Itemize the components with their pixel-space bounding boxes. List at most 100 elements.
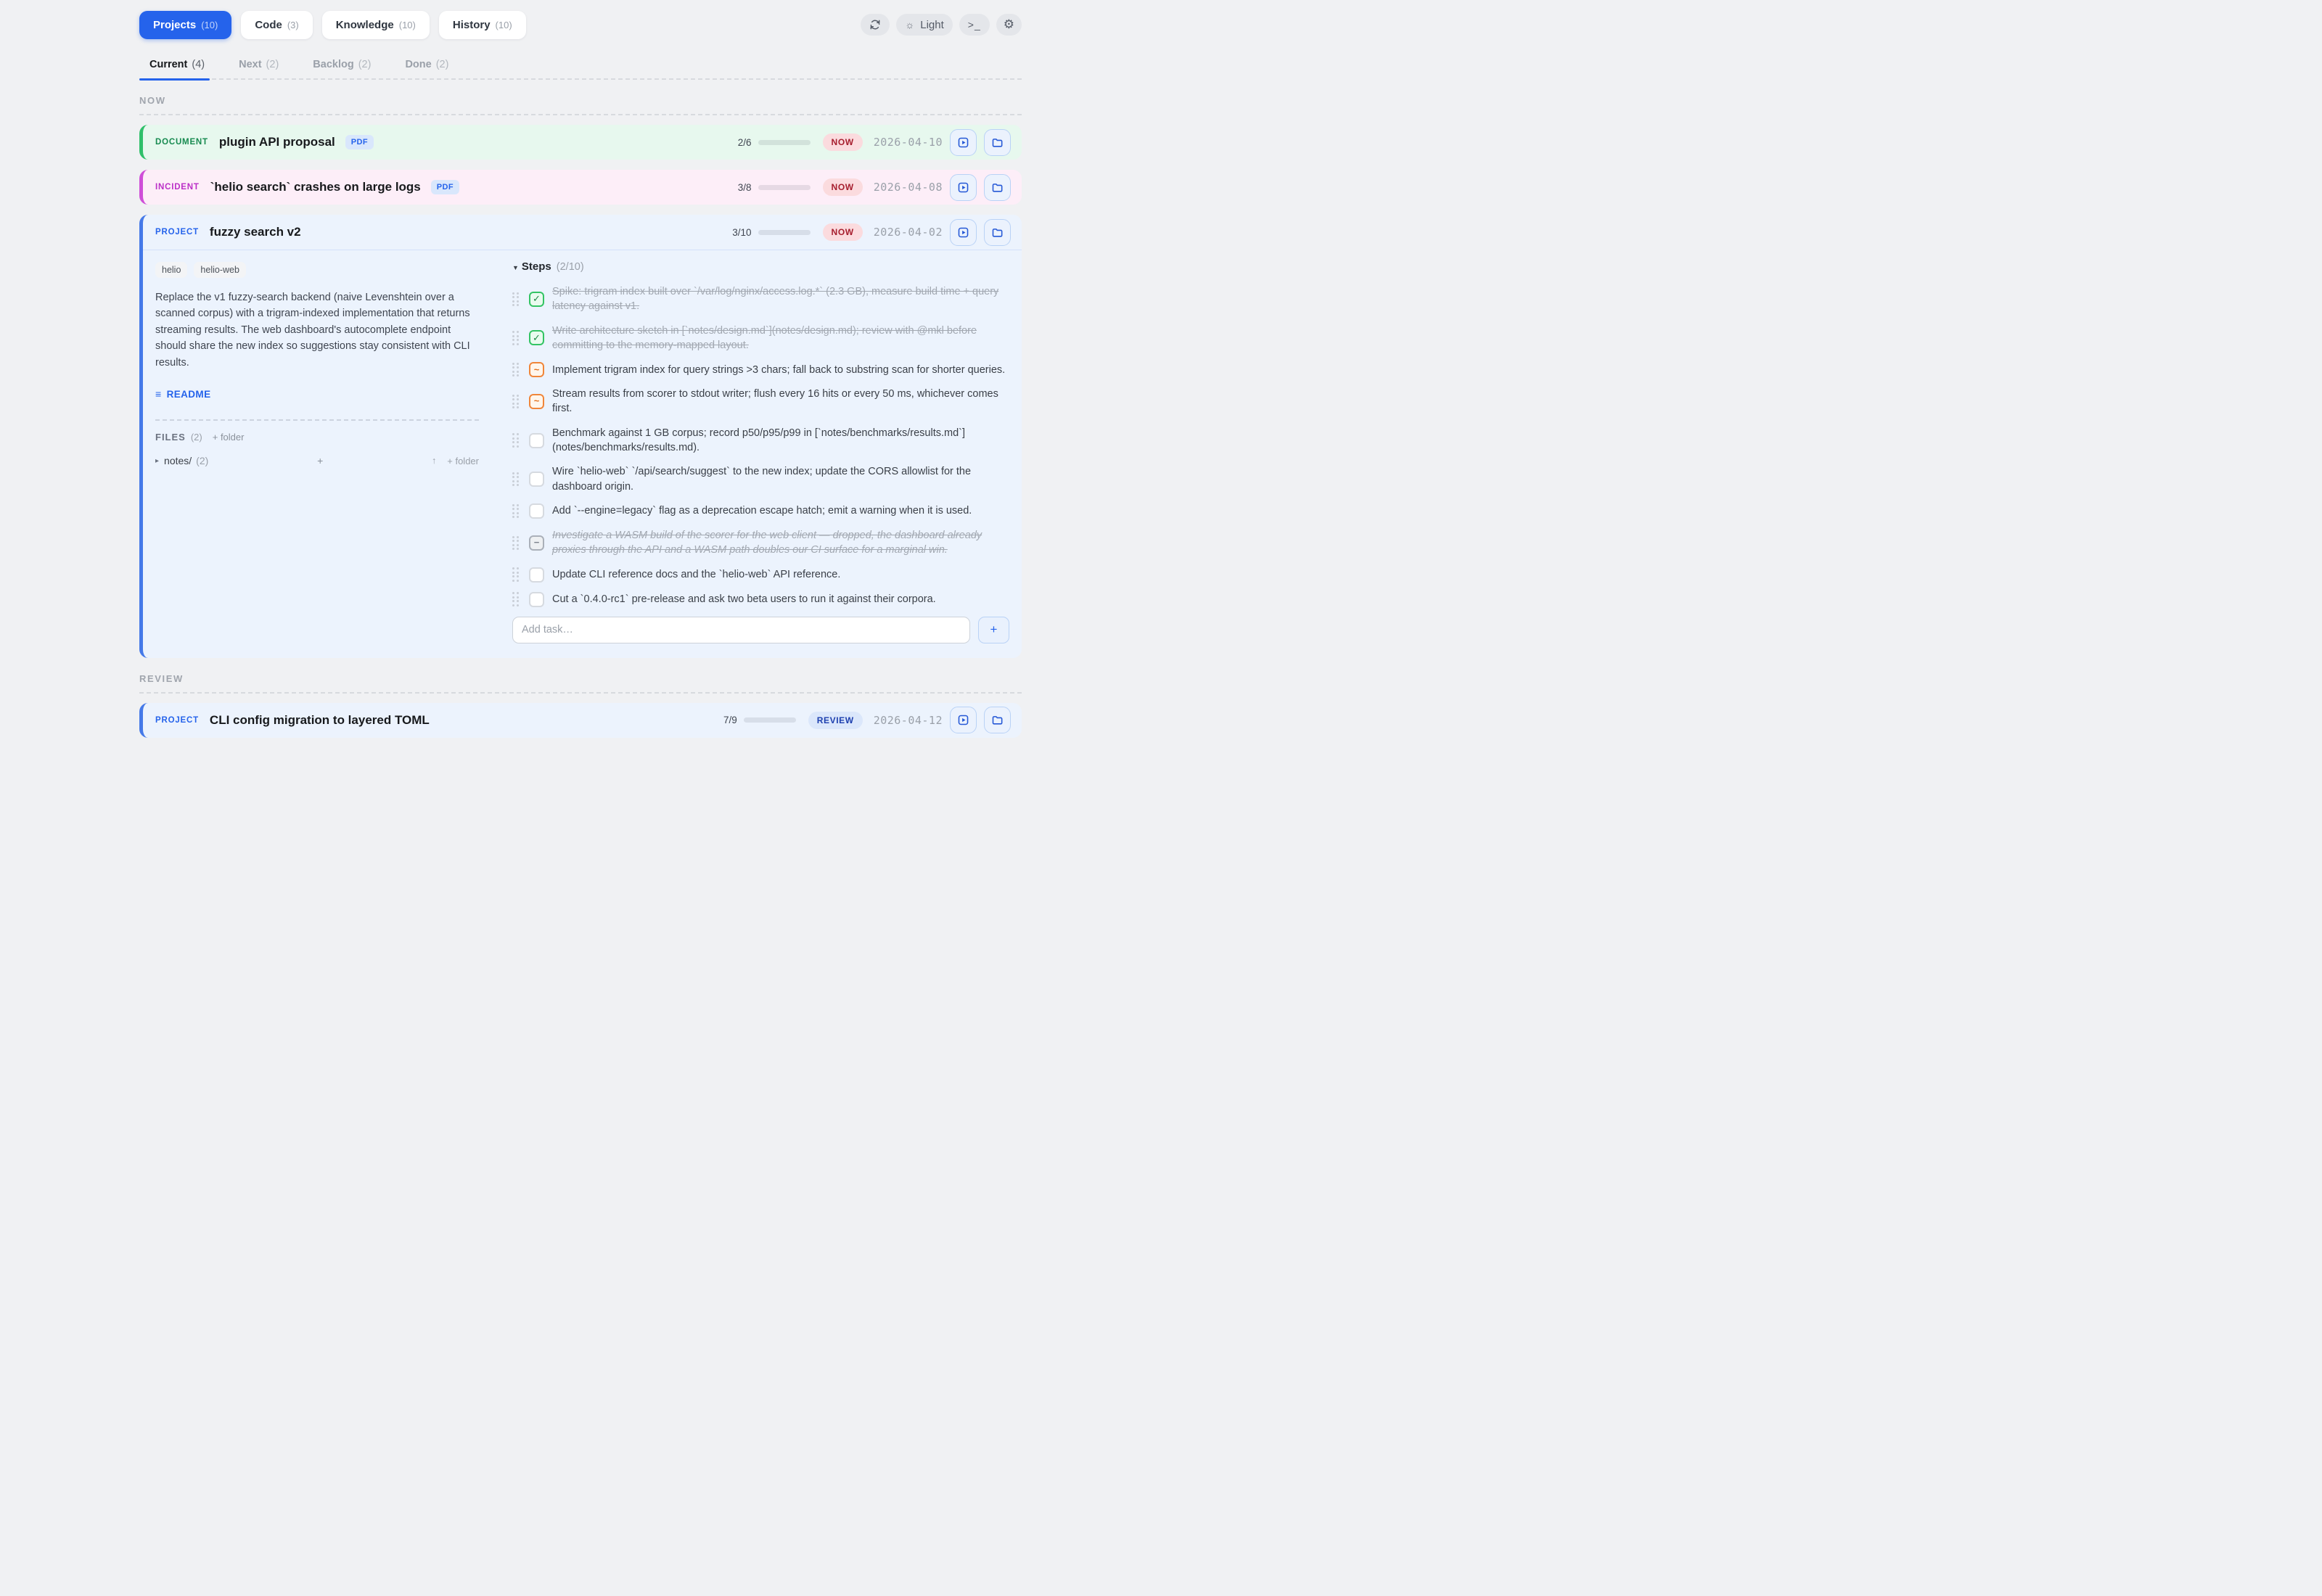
open-button[interactable] [950, 218, 977, 246]
caret-down-icon: ▼ [512, 264, 519, 271]
refresh-button[interactable] [861, 14, 890, 36]
settings-button[interactable]: ⚙ [996, 14, 1022, 36]
status-badge: NOW [822, 133, 863, 151]
open-button[interactable] [950, 173, 977, 201]
step-checkbox[interactable]: ~ [529, 393, 544, 409]
open-button[interactable] [950, 128, 977, 156]
tab-label: History [452, 19, 491, 31]
step-item: Add `--engine=legacy` flag as a deprecat… [512, 503, 1009, 519]
tab-count: (3) [287, 20, 299, 30]
tag-list: helio helio-web [155, 262, 479, 278]
drag-handle-icon[interactable] [512, 592, 519, 606]
card-document[interactable]: DOCUMENT plugin API proposal PDF 2/6 NOW… [139, 125, 1022, 160]
card-incident[interactable]: INCIDENT `helio search` crashes on large… [139, 170, 1022, 205]
due-date: 2026-04-12 [873, 713, 943, 727]
tab-count: (10) [201, 20, 218, 30]
tab-history[interactable]: History (10) [438, 11, 526, 39]
card-project-expanded: PROJECT fuzzy search v2 3/10 NOW 2026-04… [139, 215, 1022, 658]
project-description: Replace the v1 fuzzy-search backend (nai… [155, 292, 470, 369]
drag-handle-icon[interactable] [512, 292, 519, 307]
card-meta: 7/9 REVIEW 2026-04-12 [723, 707, 1011, 734]
folder-row[interactable]: ▸ notes/ (2) + ↑ + folder [155, 455, 479, 466]
add-file-button[interactable]: + [317, 455, 324, 467]
folder-button[interactable] [984, 128, 1011, 156]
step-item: Benchmark against 1 GB corpus; record p5… [512, 426, 1009, 456]
add-subfolder-button[interactable]: + folder [447, 455, 479, 466]
open-button[interactable] [950, 707, 977, 734]
card-type-label: DOCUMENT [155, 138, 208, 147]
toolbar: ☼ Light >_ ⚙ [861, 14, 1022, 36]
step-text: Write architecture sketch in [`notes/des… [552, 324, 977, 351]
tab-projects[interactable]: Projects (10) [139, 11, 232, 39]
drag-handle-icon[interactable] [512, 472, 519, 487]
folder-icon [991, 226, 1004, 239]
section-label-now: NOW [139, 95, 166, 106]
primary-tabs: Projects (10) Code (3) Knowledge (10) History (… [139, 11, 526, 39]
files-panel: FILES (2) + folder ▸ notes/ (2) + ↑ [155, 419, 479, 466]
drag-handle-icon[interactable] [512, 433, 519, 448]
theme-toggle-button[interactable]: ☼ Light [896, 14, 953, 36]
card-header[interactable]: PROJECT fuzzy search v2 3/10 NOW 2026-04… [143, 215, 1022, 250]
step-item: ✓ Spike: trigram index built over `/var/l… [512, 284, 1009, 314]
folder-button[interactable] [984, 218, 1011, 246]
lines-icon: ≡ [155, 388, 162, 400]
step-checkbox[interactable]: ~ [529, 362, 544, 378]
terminal-button[interactable]: >_ [959, 14, 990, 36]
tab-knowledge[interactable]: Knowledge (10) [321, 11, 430, 39]
step-checkbox[interactable] [529, 503, 544, 519]
folder-button[interactable] [984, 173, 1011, 201]
step-item: Update CLI reference docs and the `helio… [512, 567, 1009, 583]
folder-button[interactable] [984, 707, 1011, 734]
add-task-input[interactable] [512, 616, 970, 643]
progress-label: 3/8 [737, 181, 752, 193]
drag-handle-icon[interactable] [512, 394, 519, 409]
card-review-project[interactable]: PROJECT CLI config migration to layered … [139, 702, 1022, 738]
drag-handle-icon[interactable] [512, 331, 519, 345]
folder-count: (2) [196, 455, 209, 467]
step-checkbox[interactable] [529, 591, 544, 607]
subtab-label: Current [149, 59, 188, 70]
tab-count: (10) [495, 20, 512, 30]
step-checkbox[interactable]: ✓ [529, 330, 544, 346]
drag-handle-icon[interactable] [512, 362, 519, 377]
due-date: 2026-04-08 [873, 181, 943, 194]
step-checkbox[interactable]: − [529, 535, 544, 551]
steps-header[interactable]: ▼ Steps (2/10) [512, 260, 1009, 273]
play-icon [957, 181, 969, 194]
step-checkbox[interactable]: ✓ [529, 291, 544, 307]
due-date: 2026-04-02 [873, 226, 943, 239]
project-body: helio helio-web Replace the v1 fuzzy-sear… [143, 250, 1022, 658]
subtab-backlog[interactable]: Backlog (2) [313, 59, 371, 70]
add-folder-link[interactable]: + folder [212, 432, 245, 443]
tab-count: (10) [398, 20, 416, 30]
section-divider [139, 691, 1022, 694]
subtab-current[interactable]: Current (4) [149, 59, 205, 70]
add-task-button[interactable]: + [978, 616, 1009, 643]
step-text: Cut a `0.4.0-rc1` pre-release and ask tw… [552, 593, 936, 605]
tag-chip: helio [155, 262, 188, 278]
subtab-done[interactable]: Done (2) [405, 59, 448, 70]
subtab-divider [139, 78, 1022, 81]
step-checkbox[interactable] [529, 432, 544, 448]
now-card-list: DOCUMENT plugin API proposal PDF 2/6 NOW… [139, 125, 1022, 658]
step-checkbox[interactable] [529, 472, 544, 488]
drag-handle-icon[interactable] [512, 535, 519, 551]
readme-link[interactable]: ≡ README [155, 388, 210, 400]
files-header: FILES (2) + folder [155, 432, 479, 443]
step-text: Implement trigram index for query string… [552, 363, 1006, 376]
folder-icon [991, 714, 1004, 726]
step-checkbox[interactable] [529, 567, 544, 583]
tab-code[interactable]: Code (3) [241, 11, 313, 39]
move-up-button[interactable]: ↑ [432, 456, 437, 466]
progress-bar [743, 717, 796, 723]
format-badge: PDF [345, 135, 374, 149]
drag-handle-icon[interactable] [512, 567, 519, 582]
subtab-next[interactable]: Next (2) [239, 59, 279, 70]
theme-toggle-label: Light [920, 18, 944, 31]
subtab-count: (2) [266, 59, 279, 70]
drag-handle-icon[interactable] [512, 503, 519, 519]
card-header: PROJECT CLI config migration to layered … [143, 703, 1022, 738]
add-task-row: + [512, 616, 1009, 643]
step-text: Add `--engine=legacy` flag as a deprecat… [552, 505, 972, 517]
app-shell: Projects (10) Code (3) Knowledge (10) History (… [139, 0, 1022, 738]
